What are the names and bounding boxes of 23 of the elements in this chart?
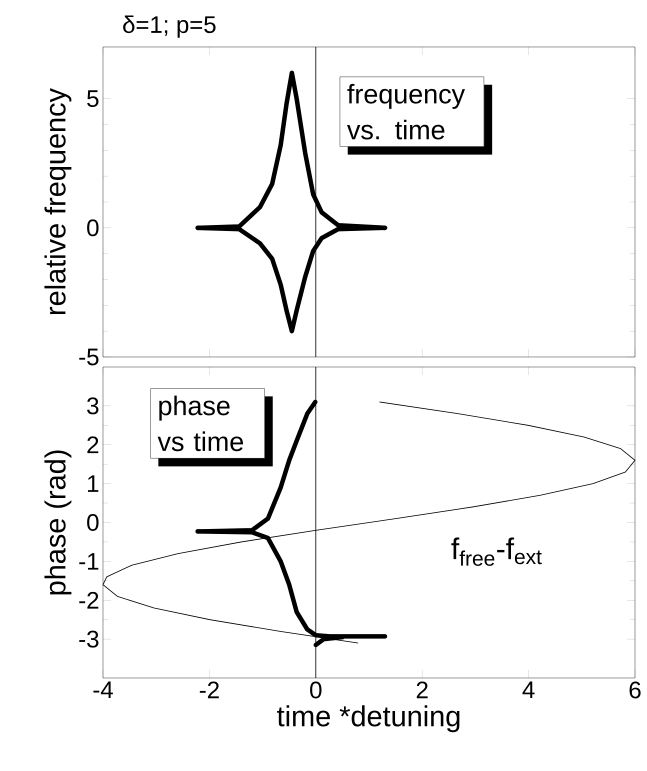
- x-tick-label: -4: [93, 682, 113, 698]
- y-axis-title: relative frequency: [44, 88, 72, 314]
- annotation: frequency vs. time: [347, 84, 466, 140]
- y-tick-label: 3: [87, 397, 98, 414]
- x-tick-label: 6: [630, 682, 641, 698]
- x-tick-label: 0: [310, 682, 322, 698]
- series-label: f$_{free}$-f$_{ext}$: [451, 537, 542, 566]
- y-tick-label: -2: [79, 592, 98, 609]
- y-tick-label: 0: [87, 219, 99, 236]
- x-tick-label: -2: [200, 682, 219, 698]
- y-tick-label: 1: [88, 475, 98, 492]
- y-tick-label: 2: [87, 436, 98, 454]
- y-axis-title: phase (rad): [44, 450, 72, 595]
- y-tick-label: -5: [79, 348, 98, 366]
- x-tick-label: 2: [416, 682, 428, 698]
- y-tick-label: 5: [87, 90, 98, 107]
- annotation: phase vs time: [158, 396, 244, 452]
- y-tick-label: -1: [79, 553, 98, 570]
- chart-title: δ=1; p=5: [123, 16, 216, 38]
- x-tick-label: 4: [522, 682, 535, 698]
- x-axis-title: time *detuning: [277, 705, 460, 732]
- y-tick-label: -3: [79, 630, 98, 648]
- y-tick-label: 0: [87, 514, 99, 531]
